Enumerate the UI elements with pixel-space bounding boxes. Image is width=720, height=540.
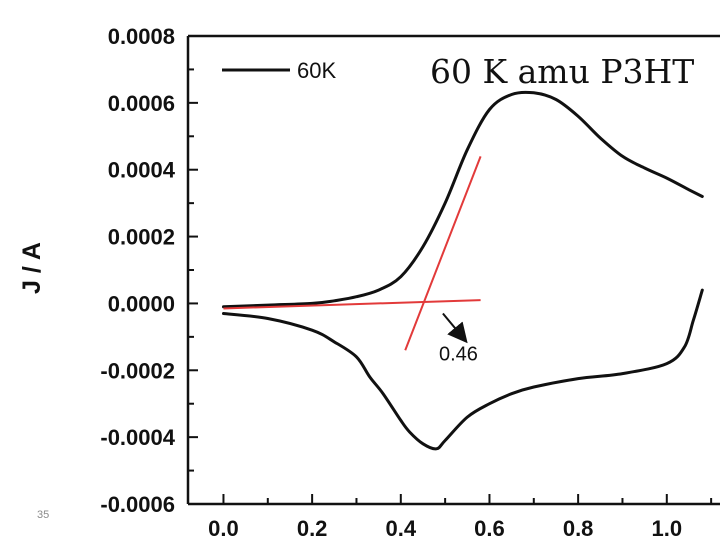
- y-tick-label: -0.0006: [100, 492, 175, 517]
- legend-label-60k: 60K: [297, 58, 336, 83]
- y-tick-label: 0.0004: [108, 158, 176, 183]
- x-tick-label: 0.8: [563, 516, 594, 540]
- cv-forward-scan-line: [222, 90, 704, 309]
- slide-number: 35: [37, 509, 49, 521]
- y-axis-title: J / A: [18, 242, 46, 294]
- annotation-text: 0.46: [439, 343, 478, 365]
- baseline-tangent-line: [223, 299, 481, 310]
- y-tick-label: -0.0004: [100, 425, 175, 450]
- onset-tangent-line: [404, 155, 482, 351]
- x-tick-label: 0.2: [297, 516, 328, 540]
- series-layer: [222, 90, 704, 451]
- y-tick-label: 0.0008: [108, 24, 175, 49]
- x-tick-label: 0.6: [474, 516, 505, 540]
- x-tick-labels: 0.0 0.2 0.4 0.6 0.8 1.0: [208, 516, 682, 540]
- x-tick-label: 1.0: [652, 516, 683, 540]
- x-tick-label: 0.4: [386, 516, 417, 540]
- y-tick-label: 0.0000: [108, 291, 175, 316]
- tangent-layer: [223, 155, 482, 351]
- y-tick-label: 0.0006: [108, 91, 175, 116]
- y-tick-labels: 0.0008 0.0006 0.0004 0.0002 0.0000 -0.0002 -0.…: [100, 24, 175, 517]
- chart-title: 60 K amu P3HT: [430, 52, 694, 91]
- y-tick-label: -0.0002: [100, 358, 175, 383]
- x-tick-label: 0.0: [208, 516, 239, 540]
- y-tick-label: 0.0002: [108, 225, 175, 250]
- annotation-arrow: [442, 312, 468, 344]
- cv-reverse-scan-line: [222, 288, 704, 451]
